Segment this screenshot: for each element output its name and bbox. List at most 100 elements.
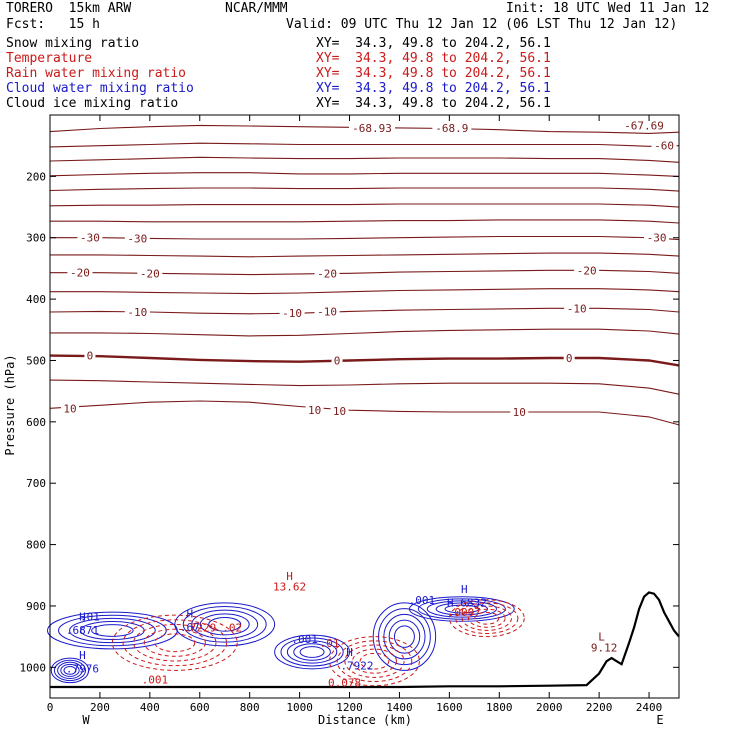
cloud-annotation: .0007 (448, 606, 481, 619)
cloud-annotation: .02 (222, 621, 242, 634)
isotherm-line (49, 307, 680, 315)
terrain-line (50, 591, 680, 689)
x-tick-label: 0 (47, 701, 54, 714)
legend-temperature-xy: XY= 34.3, 49.8 to 204.2, 56.1 (316, 51, 551, 66)
isotherm-label: -10 (282, 307, 302, 320)
y-tick-label: 600 (26, 416, 46, 429)
cloud-contour (383, 613, 426, 660)
cloud-contour (388, 619, 421, 654)
cloud-contour (344, 644, 405, 678)
isotherm-label: 10 (333, 405, 346, 418)
x-tick-label: 1600 (436, 701, 463, 714)
cloud-contour (122, 619, 228, 667)
valid-time: Valid: 09 UTC Thu 12 Jan 12 (06 LST Thu … (286, 17, 678, 32)
cloud-contour (53, 659, 87, 682)
cloud-contour (91, 624, 134, 637)
isotherm-label: 10 (513, 406, 526, 419)
cloud-contour (191, 609, 259, 640)
cloud-contour (50, 657, 90, 684)
cloud-annotation: H (79, 649, 86, 662)
cloud-contour (329, 636, 420, 687)
isotherm-label-bg (124, 232, 150, 245)
legend-snow-xy: XY= 34.3, 49.8 to 204.2, 56.1 (316, 36, 551, 51)
x-tick-label: 200 (90, 701, 110, 714)
legend-rain-name: Rain water mixing ratio (6, 66, 187, 81)
isotherm-label: -10 (127, 306, 147, 319)
cloud-annotation: .001 (142, 674, 169, 687)
x-tick-label: 1200 (336, 701, 363, 714)
cloud-annotation: .7976 (66, 663, 99, 676)
isotherm-line (49, 142, 680, 148)
cloud-contour (359, 652, 390, 670)
cloud-annotation: L (598, 631, 605, 644)
x-axis-label: Distance (km) (318, 713, 412, 727)
legend-cloudwater-xy: XY= 34.3, 49.8 to 204.2, 56.1 (316, 81, 551, 96)
isotherm-label: -20 (317, 267, 337, 280)
cloud-annotation: .01 (80, 610, 100, 623)
cloud-annotation: .01 (320, 637, 340, 650)
cloud-annotation: .67 (180, 621, 200, 634)
isotherm-label: -10 (567, 302, 587, 315)
isotherm-line (49, 187, 680, 192)
plot-frame (49, 114, 680, 699)
legend-cloudice-xy: XY= 34.3, 49.8 to 204.2, 56.1 (316, 96, 551, 111)
x-tick-label: 2400 (636, 701, 663, 714)
isotherm-label-bg (510, 406, 529, 419)
cloud-annotation: 13.62 (273, 580, 306, 593)
isotherm-label-bg (432, 121, 472, 134)
isotherm-label: 10 (63, 402, 76, 415)
y-tick-label: 500 (26, 354, 46, 367)
cloud-annotation: H (346, 646, 353, 659)
y-axis-label: Pressure (hPa) (3, 354, 17, 455)
isotherm-label-bg (67, 266, 93, 279)
isotherm-label-bg (279, 307, 305, 320)
cloud-contour (286, 640, 338, 664)
isotherm-label: -30 (80, 232, 100, 245)
legend-rain-xy: XY= 34.3, 49.8 to 204.2, 56.1 (316, 66, 551, 81)
cloud-contour-group (47, 596, 525, 687)
cloud-contour (154, 633, 196, 653)
isotherm-label: -20 (70, 267, 90, 280)
cloud-contour (408, 596, 515, 622)
x-axis-east-label: E (656, 713, 663, 727)
cloud-contour (461, 605, 513, 631)
y-tick-label: 700 (26, 477, 46, 490)
y-tick-label: 1000 (20, 661, 47, 674)
isotherm-label: 10 (308, 404, 321, 417)
cloud-contour (111, 614, 238, 671)
isotherm-label-bg (574, 264, 600, 277)
isotherm-label: -10 (317, 305, 337, 318)
isotherm-label: -68.9 (435, 122, 468, 135)
cloud-contour (467, 608, 506, 628)
x-axis-west-label: W (82, 713, 90, 727)
isotherm-line (50, 328, 680, 337)
cloud-contour (63, 665, 77, 675)
cloud-annotation: .001 (409, 594, 436, 607)
cloud-annotation: H (286, 570, 293, 583)
center-name: NCAR/MMM (225, 1, 288, 16)
cloud-contour (455, 602, 519, 635)
cloud-contour (393, 625, 415, 648)
isotherm-line (49, 379, 680, 395)
isotherm-label-group: -67.69 -68.93 -68.9 -60 -30 -30 -30 -20 -20 -20 -2… (60, 119, 677, 419)
cloud-label-group: H.6871.01 H.67H.7976.001H.7922.001HH.6832… (66, 570, 617, 690)
isotherm-label: -30 (127, 232, 147, 245)
y-tick-label: 400 (26, 293, 46, 306)
cloud-annotation: 0.078 (328, 677, 361, 690)
isotherm-line (50, 288, 680, 295)
x-tick-label: 1800 (486, 701, 513, 714)
isotherm-label-bg (77, 231, 103, 244)
cloud-annotation: H.6832 (447, 596, 487, 609)
cloud-contour (336, 640, 413, 683)
isotherm-label-bg (651, 139, 677, 152)
x-tick-label: 600 (190, 701, 210, 714)
isotherm-label: -20 (140, 267, 160, 280)
cloud-contour (299, 646, 325, 658)
init-time: Init: 18 UTC Wed 11 Jan 12 (506, 1, 710, 16)
terrain-group (50, 591, 680, 689)
legend-cloudwater-name: Cloud water mixing ratio (6, 81, 194, 96)
isotherm-label: -68.93 (352, 122, 392, 135)
isotherm-label-bg (314, 305, 340, 318)
cloud-contour (351, 648, 397, 674)
isotherm-label: 0 (87, 350, 94, 363)
